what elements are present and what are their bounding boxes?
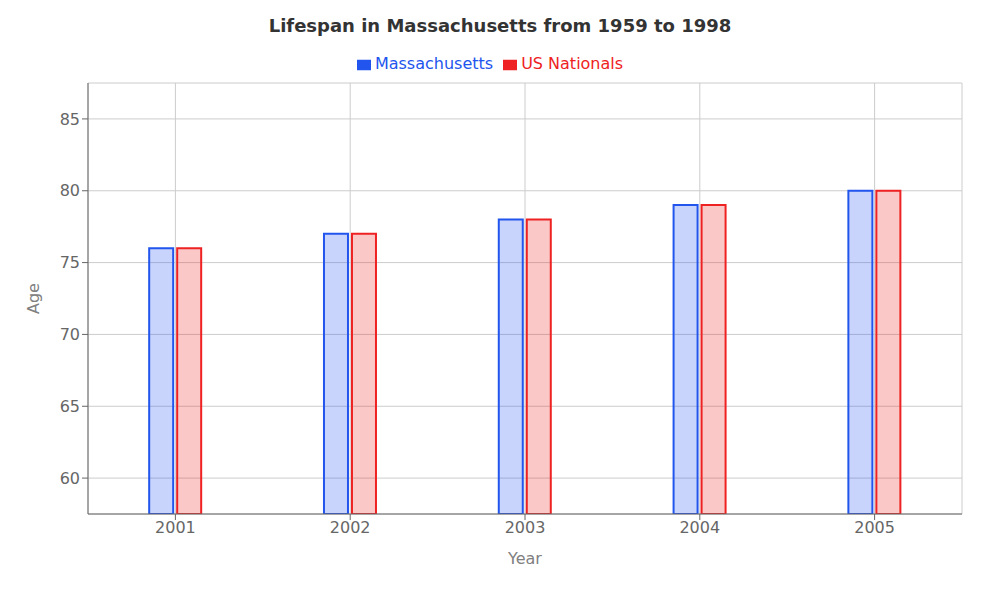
svg-text:2004: 2004 (679, 518, 720, 537)
svg-text:2002: 2002 (330, 518, 371, 537)
svg-text:2003: 2003 (505, 518, 546, 537)
html-text:Lifespan in Massachusetts from: Lifespan in Massachusetts from 1959 to 1… (268, 15, 732, 36)
svg-text:65: 65 (60, 397, 80, 416)
html-text:US Nationals: US Nationals (521, 54, 624, 73)
svg-text:Age: Age (24, 283, 43, 314)
svg-text:60: 60 (60, 469, 80, 488)
svg-text:75: 75 (60, 253, 80, 272)
html-text:Massachusetts: Massachusetts (374, 54, 494, 73)
svg-text:80: 80 (60, 181, 80, 200)
svg-text:70: 70 (60, 325, 80, 344)
svg-text:85: 85 (60, 110, 80, 129)
svg-text:Year: Year (507, 549, 542, 568)
svg-text:2001: 2001 (155, 518, 196, 537)
svg-text:2005: 2005 (854, 518, 895, 537)
